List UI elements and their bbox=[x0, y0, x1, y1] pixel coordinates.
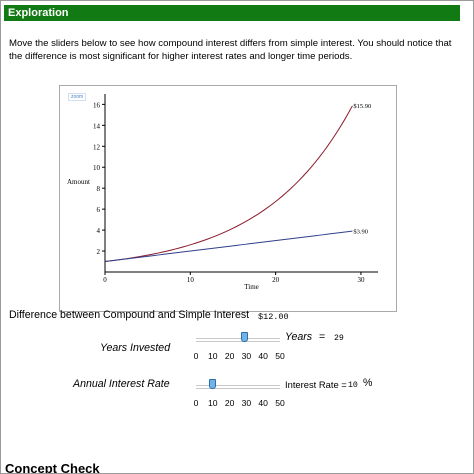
x-tick-label: 30 bbox=[357, 276, 365, 284]
slider-tick-label: 50 bbox=[275, 351, 285, 361]
intro-text: Move the sliders below to see how compou… bbox=[9, 38, 452, 62]
slider-tick-label: 20 bbox=[224, 398, 235, 408]
years-invested-label: Years Invested bbox=[100, 342, 171, 354]
years-readout-label: Years bbox=[285, 331, 313, 343]
years-slider[interactable] bbox=[196, 332, 280, 350]
x-axis-label: Time bbox=[244, 283, 259, 291]
slider-tick-label: 20 bbox=[224, 351, 235, 361]
slider-tick-label: 50 bbox=[275, 398, 285, 408]
y-tick-label: 6 bbox=[97, 206, 101, 214]
x-tick-label: 20 bbox=[272, 276, 280, 284]
y-tick-label: 14 bbox=[93, 122, 101, 130]
difference-value: $12.00 bbox=[258, 312, 289, 322]
years-slider-track[interactable] bbox=[196, 338, 280, 342]
simple-interest-line bbox=[104, 230, 353, 263]
y-tick-label: 2 bbox=[97, 248, 101, 256]
interest-rate-slider-thumb[interactable] bbox=[209, 379, 217, 389]
interest-rate-readout-label: Interest Rate = bbox=[285, 379, 347, 390]
interest-rate-slider-track[interactable] bbox=[196, 385, 280, 389]
compound-interest-line bbox=[104, 105, 353, 263]
slider-tick-label: 10 bbox=[208, 398, 218, 408]
interest-rate-readout-value: 10 bbox=[348, 381, 358, 390]
difference-label: Difference between Compound and Simple I… bbox=[9, 309, 250, 321]
years-readout-value: 29 bbox=[334, 334, 344, 343]
zoom-icon[interactable]: zoom bbox=[68, 93, 87, 101]
y-tick-label: 16 bbox=[93, 101, 101, 109]
slider-tick-label: 0 bbox=[193, 398, 199, 408]
x-tick-label: 10 bbox=[187, 276, 195, 284]
annual-interest-rate-label: Annual Interest Rate bbox=[73, 378, 170, 390]
slider-tick-label: 30 bbox=[241, 351, 252, 361]
compound-end-label: $15.90 bbox=[353, 103, 371, 110]
interest-rate-slider[interactable] bbox=[196, 379, 280, 397]
y-tick-label: 12 bbox=[93, 143, 101, 151]
y-tick-label: 4 bbox=[97, 227, 101, 235]
slider-tick-label: 0 bbox=[193, 351, 199, 361]
y-tick-label: 8 bbox=[97, 185, 101, 193]
slider-tick-label: 40 bbox=[258, 351, 268, 361]
simple-end-label: $3.90 bbox=[353, 229, 368, 236]
y-tick-label: 10 bbox=[93, 164, 101, 172]
slider-tick-label: 10 bbox=[208, 351, 218, 361]
years-slider-thumb[interactable] bbox=[241, 332, 249, 342]
slider-tick-label: 40 bbox=[258, 398, 268, 408]
concept-check-heading: Concept Check bbox=[5, 461, 100, 474]
slider-tick-label: 30 bbox=[241, 398, 252, 408]
interest-rate-unit: % bbox=[363, 377, 373, 389]
years-readout-equals: = bbox=[319, 331, 326, 343]
section-header: Exploration bbox=[4, 5, 460, 21]
y-axis-label: Amount bbox=[67, 178, 90, 186]
interest-plot[interactable]: 2 4 6 8 10 12 14 16 0 10 20 30 Amount Time $15.90 $3.90… bbox=[59, 85, 397, 312]
plot-canvas: 2 4 6 8 10 12 14 16 0 10 20 30 Amount Time $15.90 $3.90 bbox=[67, 94, 378, 291]
x-tick-label: 0 bbox=[103, 276, 107, 284]
